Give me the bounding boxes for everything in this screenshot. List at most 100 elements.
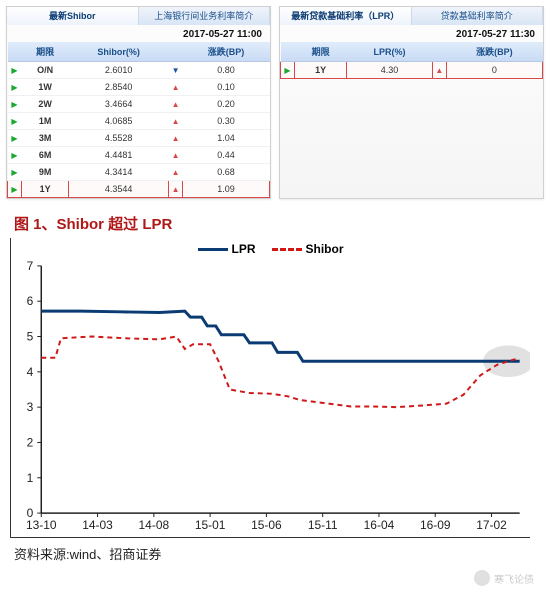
- watermark-icon: [474, 570, 490, 586]
- cell-chg: 0.80: [183, 62, 270, 79]
- chart-legend: LPR Shibor: [198, 242, 344, 256]
- cell-chg: 0.44: [183, 147, 270, 164]
- cell-chg: 1.04: [183, 130, 270, 147]
- row-bullet-icon: ▶: [11, 100, 17, 109]
- svg-text:4: 4: [27, 365, 34, 379]
- cell-rate: 4.4481: [69, 147, 169, 164]
- cell-rate: 4.3414: [69, 164, 169, 181]
- tab-lpr-latest[interactable]: 最新贷款基础利率（LPR）: [280, 7, 412, 25]
- cell-term: 2W: [22, 96, 69, 113]
- cell-term: 1M: [22, 113, 69, 130]
- svg-text:15-01: 15-01: [195, 518, 226, 532]
- tab-shibor-latest[interactable]: 最新Shibor: [7, 7, 139, 25]
- col-rate: Shibor(%): [69, 42, 169, 62]
- tab-shibor-intro[interactable]: 上海银行间业务利率简介: [139, 7, 271, 25]
- shibor-panel: 最新Shibor 上海银行间业务利率简介 2017-05-27 11:00 期限…: [6, 6, 271, 199]
- svg-text:7: 7: [27, 259, 34, 273]
- lpr-timestamp: 2017-05-27 11:30: [280, 25, 543, 42]
- row-bullet-icon: ▶: [11, 151, 17, 160]
- svg-text:2: 2: [27, 435, 34, 449]
- col-chg: 涨跌(BP): [446, 42, 542, 62]
- tab-lpr-intro[interactable]: 贷款基础利率简介: [412, 7, 544, 25]
- triangle-up-icon: ▲: [172, 100, 180, 109]
- cell-rate: 4.30: [347, 62, 433, 79]
- cell-term: 1W: [22, 79, 69, 96]
- legend-shibor-label: Shibor: [306, 242, 344, 256]
- cell-chg: 1.09: [183, 181, 270, 198]
- cell-term: O/N: [22, 62, 69, 79]
- legend-lpr: LPR: [198, 242, 256, 256]
- svg-text:1: 1: [27, 471, 34, 485]
- legend-shibor: Shibor: [272, 242, 344, 256]
- table-row: ▶ 2W3.4664▲0.20: [8, 96, 270, 113]
- watermark-text: 寒飞论债: [494, 571, 534, 586]
- chart-title: 图 1、Shibor 超过 LPR: [0, 205, 550, 238]
- row-bullet-icon: ▶: [284, 66, 290, 75]
- chart-area: LPR Shibor 0123456713-1014-0314-0815-011…: [10, 238, 530, 538]
- row-bullet-icon: ▶: [11, 83, 17, 92]
- cell-chg: 0.30: [183, 113, 270, 130]
- cell-term: 1Y: [22, 181, 69, 198]
- svg-text:14-08: 14-08: [139, 518, 170, 532]
- cell-rate: 2.8540: [69, 79, 169, 96]
- cell-chg: 0.10: [183, 79, 270, 96]
- row-bullet-icon: ▶: [11, 134, 17, 143]
- triangle-up-icon: ▲: [172, 185, 180, 194]
- table-row: ▶ 3M4.5528▲1.04: [8, 130, 270, 147]
- shibor-table: 期限 Shibor(%) 涨跌(BP) ▶ O/N2.6010▼0.80 ▶ 1W2.…: [7, 42, 270, 198]
- cell-rate: 4.5528: [69, 130, 169, 147]
- triangle-up-icon: ▲: [172, 117, 180, 126]
- table-row: ▶ 6M4.4481▲0.44: [8, 147, 270, 164]
- chart-source: 资料来源:wind、招商证券: [0, 542, 550, 565]
- cell-term: 9M: [22, 164, 69, 181]
- cell-rate: 2.6010: [69, 62, 169, 79]
- svg-text:17-02: 17-02: [476, 518, 507, 532]
- cell-chg: 0: [446, 62, 542, 79]
- lpr-panel: 最新贷款基础利率（LPR） 贷款基础利率简介 2017-05-27 11:30 …: [279, 6, 544, 199]
- lpr-tabs: 最新贷款基础利率（LPR） 贷款基础利率简介: [280, 7, 543, 25]
- legend-lpr-label: LPR: [232, 242, 256, 256]
- svg-text:6: 6: [27, 294, 34, 308]
- shibor-tabs: 最新Shibor 上海银行间业务利率简介: [7, 7, 270, 25]
- svg-text:15-11: 15-11: [308, 518, 338, 532]
- table-row: ▶ O/N2.6010▼0.80: [8, 62, 270, 79]
- table-row: ▶ 9M4.3414▲0.68: [8, 164, 270, 181]
- cell-chg: 0.68: [183, 164, 270, 181]
- cell-rate: 3.4664: [69, 96, 169, 113]
- table-row: ▶ 1M4.0685▲0.30: [8, 113, 270, 130]
- row-bullet-icon: ▶: [11, 117, 17, 126]
- row-bullet-icon: ▶: [11, 168, 17, 177]
- cell-rate: 4.3544: [69, 181, 169, 198]
- svg-text:16-04: 16-04: [364, 518, 395, 532]
- svg-text:14-03: 14-03: [82, 518, 113, 532]
- chart-svg: 0123456713-1014-0314-0815-0115-0615-1116…: [11, 238, 530, 537]
- lpr-table: 期限 LPR(%) 涨跌(BP) ▶ 1Y4.30▲0: [280, 42, 543, 79]
- cell-term: 6M: [22, 147, 69, 164]
- col-rate: LPR(%): [347, 42, 433, 62]
- shibor-timestamp: 2017-05-27 11:00: [7, 25, 270, 42]
- svg-text:15-06: 15-06: [251, 518, 282, 532]
- triangle-up-icon: ▲: [435, 66, 443, 75]
- cell-term: 1Y: [295, 62, 347, 79]
- triangle-down-icon: ▼: [172, 66, 180, 75]
- watermark: 寒飞论债: [474, 570, 534, 586]
- table-row: ▶1W2.8540▲0.10: [8, 79, 270, 96]
- svg-text:5: 5: [27, 330, 34, 344]
- row-bullet-icon: ▶: [11, 185, 17, 194]
- col-term: 期限: [295, 42, 347, 62]
- cell-term: 3M: [22, 130, 69, 147]
- triangle-up-icon: ▲: [172, 168, 180, 177]
- svg-text:3: 3: [27, 400, 34, 414]
- table-row: ▶ 1Y4.30▲0: [281, 62, 543, 79]
- table-row: ▶ 1Y4.3544▲1.09: [8, 181, 270, 198]
- svg-text:16-09: 16-09: [420, 518, 451, 532]
- cell-rate: 4.0685: [69, 113, 169, 130]
- triangle-up-icon: ▲: [172, 151, 180, 160]
- triangle-up-icon: ▲: [172, 134, 180, 143]
- col-chg: 涨跌(BP): [183, 42, 270, 62]
- cell-chg: 0.20: [183, 96, 270, 113]
- col-term: 期限: [22, 42, 69, 62]
- top-panels: 最新Shibor 上海银行间业务利率简介 2017-05-27 11:00 期限…: [0, 0, 550, 205]
- svg-text:13-10: 13-10: [26, 518, 57, 532]
- row-bullet-icon: ▶: [11, 66, 17, 75]
